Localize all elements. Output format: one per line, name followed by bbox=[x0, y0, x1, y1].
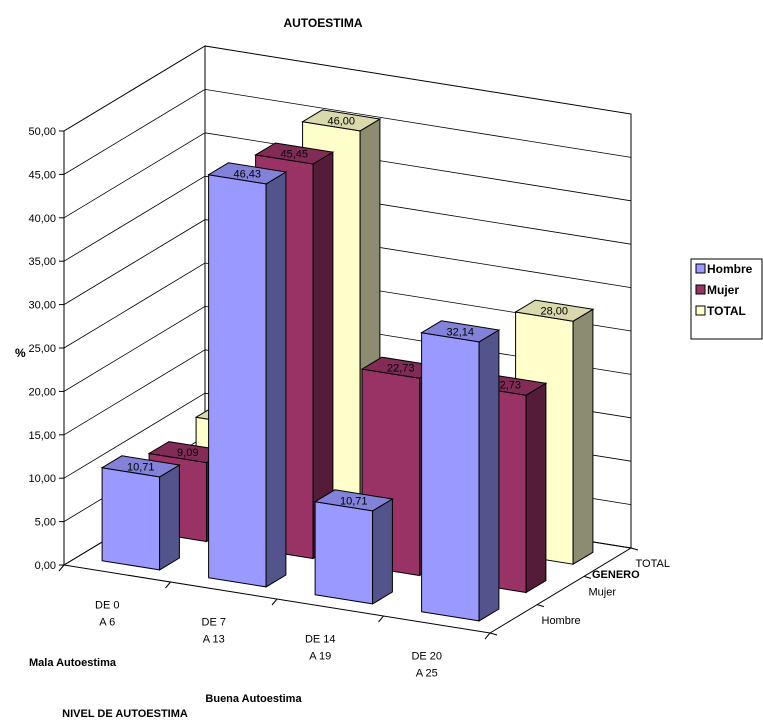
y-tick-label: 0,00 bbox=[35, 560, 56, 572]
group-label: Mala Autoestima bbox=[29, 657, 117, 669]
x-tick-label: A 13 bbox=[203, 634, 225, 646]
legend-swatch bbox=[695, 284, 706, 295]
x-tick bbox=[165, 581, 171, 589]
y-axis-label: % bbox=[15, 346, 26, 360]
chart-title: AUTOESTIMA bbox=[283, 16, 362, 30]
y-tick-label: 35,00 bbox=[28, 256, 56, 268]
x-tick bbox=[271, 598, 278, 606]
data-label: 22,73 bbox=[387, 363, 415, 375]
x-tick-label: A 25 bbox=[416, 668, 438, 680]
x-tick-label: DE 7 bbox=[202, 617, 226, 629]
y-tick-label: 20,00 bbox=[28, 386, 56, 398]
group-label: Buena Autoestima bbox=[205, 693, 302, 705]
x-tick-label: DE 14 bbox=[305, 634, 336, 646]
depth-axis-label: GENERO bbox=[592, 569, 640, 581]
legend-item-mujer: Mujer bbox=[695, 283, 739, 297]
data-label: 9,09 bbox=[177, 447, 198, 459]
y-tick-label: 40,00 bbox=[28, 213, 56, 225]
data-label: 10,71 bbox=[127, 461, 155, 473]
x-tick-label: A 19 bbox=[309, 651, 331, 663]
gridline bbox=[63, 88, 632, 175]
x-tick-label: DE 20 bbox=[411, 651, 442, 663]
x-axis-title: NIVEL DE AUTOESTIMA bbox=[62, 708, 188, 720]
data-label: 10,71 bbox=[340, 495, 368, 507]
depth-tick-label: TOTAL bbox=[636, 558, 670, 570]
bar-top bbox=[420, 320, 501, 343]
gridline bbox=[63, 262, 632, 349]
data-label: 46,43 bbox=[233, 168, 261, 180]
depth-tick bbox=[489, 632, 498, 636]
bar-hombre-4: 32,14 bbox=[420, 320, 501, 622]
bar-front bbox=[208, 174, 267, 588]
bar-top bbox=[254, 142, 335, 165]
depth-tick-label: Mujer bbox=[589, 587, 617, 599]
y-tick-label: 45,00 bbox=[28, 169, 56, 181]
bar-hombre-2: 46,43 bbox=[207, 162, 288, 588]
data-label: 22,73 bbox=[493, 380, 521, 392]
bar-side bbox=[525, 382, 547, 594]
depth-tick-label: Hombre bbox=[542, 615, 581, 627]
data-label: 32,14 bbox=[446, 326, 474, 338]
y-tick-label: 15,00 bbox=[28, 430, 56, 442]
legend: Hombre Mujer TOTAL bbox=[690, 258, 763, 340]
data-label: 28,00 bbox=[540, 306, 568, 318]
legend-item-total: TOTAL bbox=[695, 304, 746, 318]
x-tick-label: A 6 bbox=[99, 617, 115, 629]
axis-labels: 0,00 5,00 10,00 15,00 20,00 25,00 30,00 35,00 40… bbox=[28, 126, 669, 705]
bar-side bbox=[572, 308, 594, 566]
bar-top bbox=[301, 109, 382, 132]
gridline bbox=[63, 175, 632, 262]
y-tick-label: 5,00 bbox=[35, 517, 56, 529]
y-tick-label: 25,00 bbox=[28, 343, 56, 355]
y-tick-label: 30,00 bbox=[28, 300, 56, 312]
x-tick bbox=[484, 632, 491, 640]
bar-top bbox=[313, 489, 394, 512]
legend-swatch bbox=[695, 263, 706, 274]
depth-tick bbox=[583, 575, 592, 579]
axes bbox=[58, 130, 639, 640]
data-label: 45,45 bbox=[280, 148, 308, 160]
data-label: 46,00 bbox=[327, 115, 355, 127]
x-tick bbox=[378, 615, 384, 623]
bar-side bbox=[265, 171, 287, 588]
y-tick-label: 10,00 bbox=[28, 473, 56, 485]
depth-tick bbox=[536, 604, 545, 608]
bar-front bbox=[101, 467, 161, 571]
bar-top bbox=[100, 455, 181, 478]
bar-top bbox=[207, 162, 288, 185]
legend-item-hombre: Hombre bbox=[695, 262, 753, 276]
bar-side bbox=[372, 498, 393, 605]
bar-hombre-1: 10,71 bbox=[100, 455, 181, 571]
gridline bbox=[63, 132, 632, 219]
legend-label: Mujer bbox=[707, 283, 739, 297]
bar-side bbox=[159, 464, 180, 571]
bar-hombre-3: 10,71 bbox=[313, 489, 394, 605]
legend-label: Hombre bbox=[707, 262, 753, 276]
bar-front bbox=[314, 501, 374, 605]
legend-label: TOTAL bbox=[707, 304, 746, 318]
bar-front bbox=[421, 332, 480, 622]
bar-side bbox=[478, 329, 500, 622]
x-tick-label: DE 0 bbox=[95, 600, 119, 612]
bars: 10,0046,0016,0028,009,0945,4522,7322,731… bbox=[100, 109, 595, 622]
x-tick bbox=[58, 564, 65, 572]
gridline bbox=[63, 219, 632, 305]
bar-top bbox=[514, 299, 595, 322]
legend-swatch bbox=[695, 305, 706, 316]
depth-tick bbox=[630, 547, 639, 551]
y-tick-label: 50,00 bbox=[28, 126, 56, 138]
